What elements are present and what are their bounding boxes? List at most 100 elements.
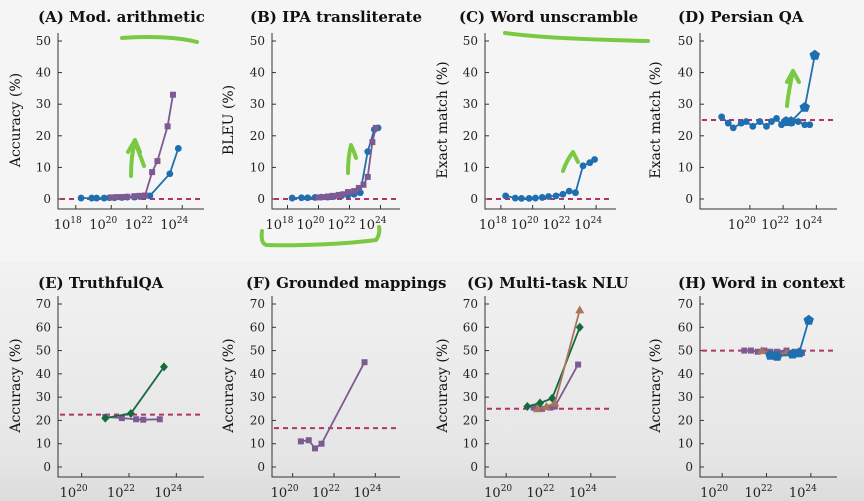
data-point <box>754 348 761 355</box>
data-point <box>794 118 802 125</box>
y-tick-label: 10 <box>463 437 478 451</box>
y-axis-label: Accuracy (%) <box>8 73 24 168</box>
y-axis-label: Exact match (%) <box>435 61 451 178</box>
chart-title: (H) Word in context <box>678 274 845 292</box>
series-line <box>111 94 174 199</box>
data-point <box>799 101 810 112</box>
data-point <box>159 362 168 372</box>
y-tick-label: 20 <box>678 413 693 427</box>
y-tick-label: 20 <box>36 129 51 143</box>
data-point <box>131 193 138 200</box>
data-point <box>545 193 552 200</box>
x-tick-label: 1020 <box>484 484 512 501</box>
y-tick-label: 40 <box>250 66 265 80</box>
y-tick-label: 70 <box>250 297 265 311</box>
data-point <box>318 440 325 447</box>
x-tick-label: 1018 <box>479 216 507 233</box>
data-point <box>351 188 358 195</box>
series-1 <box>502 156 598 202</box>
data-point <box>741 347 748 354</box>
x-tick-label: 1024 <box>160 216 188 233</box>
data-point <box>154 158 161 165</box>
x-tick-label: 1020 <box>60 484 88 501</box>
y-tick-label: 50 <box>36 344 51 358</box>
x-tick-label: 1020 <box>89 216 117 233</box>
y-tick-label: 30 <box>463 390 478 404</box>
data-point <box>164 123 171 130</box>
axis-lines <box>699 33 837 210</box>
data-point <box>768 118 775 125</box>
lower-panel-background <box>0 262 864 501</box>
series-line <box>300 361 366 450</box>
data-point <box>532 404 542 413</box>
data-point <box>101 413 110 423</box>
y-tick-label: 60 <box>463 320 478 334</box>
y-tick-label: 50 <box>678 344 693 358</box>
data-point <box>502 192 510 200</box>
data-point <box>523 401 532 411</box>
pen-stroke-bracket-b <box>259 225 382 248</box>
series-1 <box>718 113 814 132</box>
data-point <box>771 350 783 361</box>
y-tick-label: 20 <box>250 129 265 143</box>
data-point <box>572 189 579 197</box>
x-tick-label: 1024 <box>154 484 182 501</box>
data-point <box>773 115 780 122</box>
y-tick-label: 70 <box>463 297 478 311</box>
y-tick-label: 0 <box>470 192 478 206</box>
data-point <box>763 122 770 130</box>
series-2 <box>101 362 168 423</box>
data-point <box>539 405 546 412</box>
y-tick-label: 60 <box>678 320 693 334</box>
y-tick-label: 40 <box>463 66 478 80</box>
axis-lines <box>57 296 204 478</box>
data-point <box>166 170 174 178</box>
x-tick-label: 1022 <box>107 484 135 501</box>
series-2 <box>780 49 820 126</box>
y-tick-label: 30 <box>678 390 693 404</box>
data-point <box>100 194 108 202</box>
x-tick-label: 1022 <box>527 484 555 501</box>
data-point <box>140 416 147 423</box>
x-tick-label: 1022 <box>745 484 773 501</box>
y-tick-label: 50 <box>36 34 51 48</box>
series-1 <box>288 124 382 202</box>
data-point <box>93 194 101 202</box>
data-point <box>118 194 125 201</box>
axis-lines <box>484 33 616 210</box>
data-point <box>575 361 582 368</box>
y-axis-label: Accuracy (%) <box>648 338 664 433</box>
y-axis-label: Exact match (%) <box>648 61 664 178</box>
data-point <box>146 192 154 200</box>
x-tick-label: 1024 <box>359 216 387 233</box>
data-point <box>532 194 539 202</box>
data-point <box>785 116 797 126</box>
axis-lines <box>699 296 837 478</box>
x-tick-label: 1022 <box>761 216 789 233</box>
data-point <box>372 124 379 131</box>
data-point <box>364 148 372 156</box>
data-point <box>356 189 364 197</box>
y-tick-label: 20 <box>463 129 478 143</box>
y-tick-label: 50 <box>463 344 478 358</box>
y-tick-label: 10 <box>36 160 51 174</box>
y-tick-label: 0 <box>257 460 265 474</box>
data-point <box>335 191 342 198</box>
y-tick-label: 0 <box>43 192 51 206</box>
data-point <box>541 401 551 410</box>
y-tick-label: 40 <box>678 66 693 80</box>
data-point <box>530 404 537 411</box>
data-point <box>340 191 347 198</box>
series-2 <box>523 322 584 411</box>
y-tick-label: 50 <box>463 34 478 48</box>
x-tick-label: 1020 <box>271 484 299 501</box>
x-tick-label: 1018 <box>266 216 294 233</box>
x-tick-label: 1020 <box>511 216 539 233</box>
data-point <box>575 322 584 332</box>
y-tick-label: 0 <box>685 460 693 474</box>
series-3 <box>765 314 814 361</box>
